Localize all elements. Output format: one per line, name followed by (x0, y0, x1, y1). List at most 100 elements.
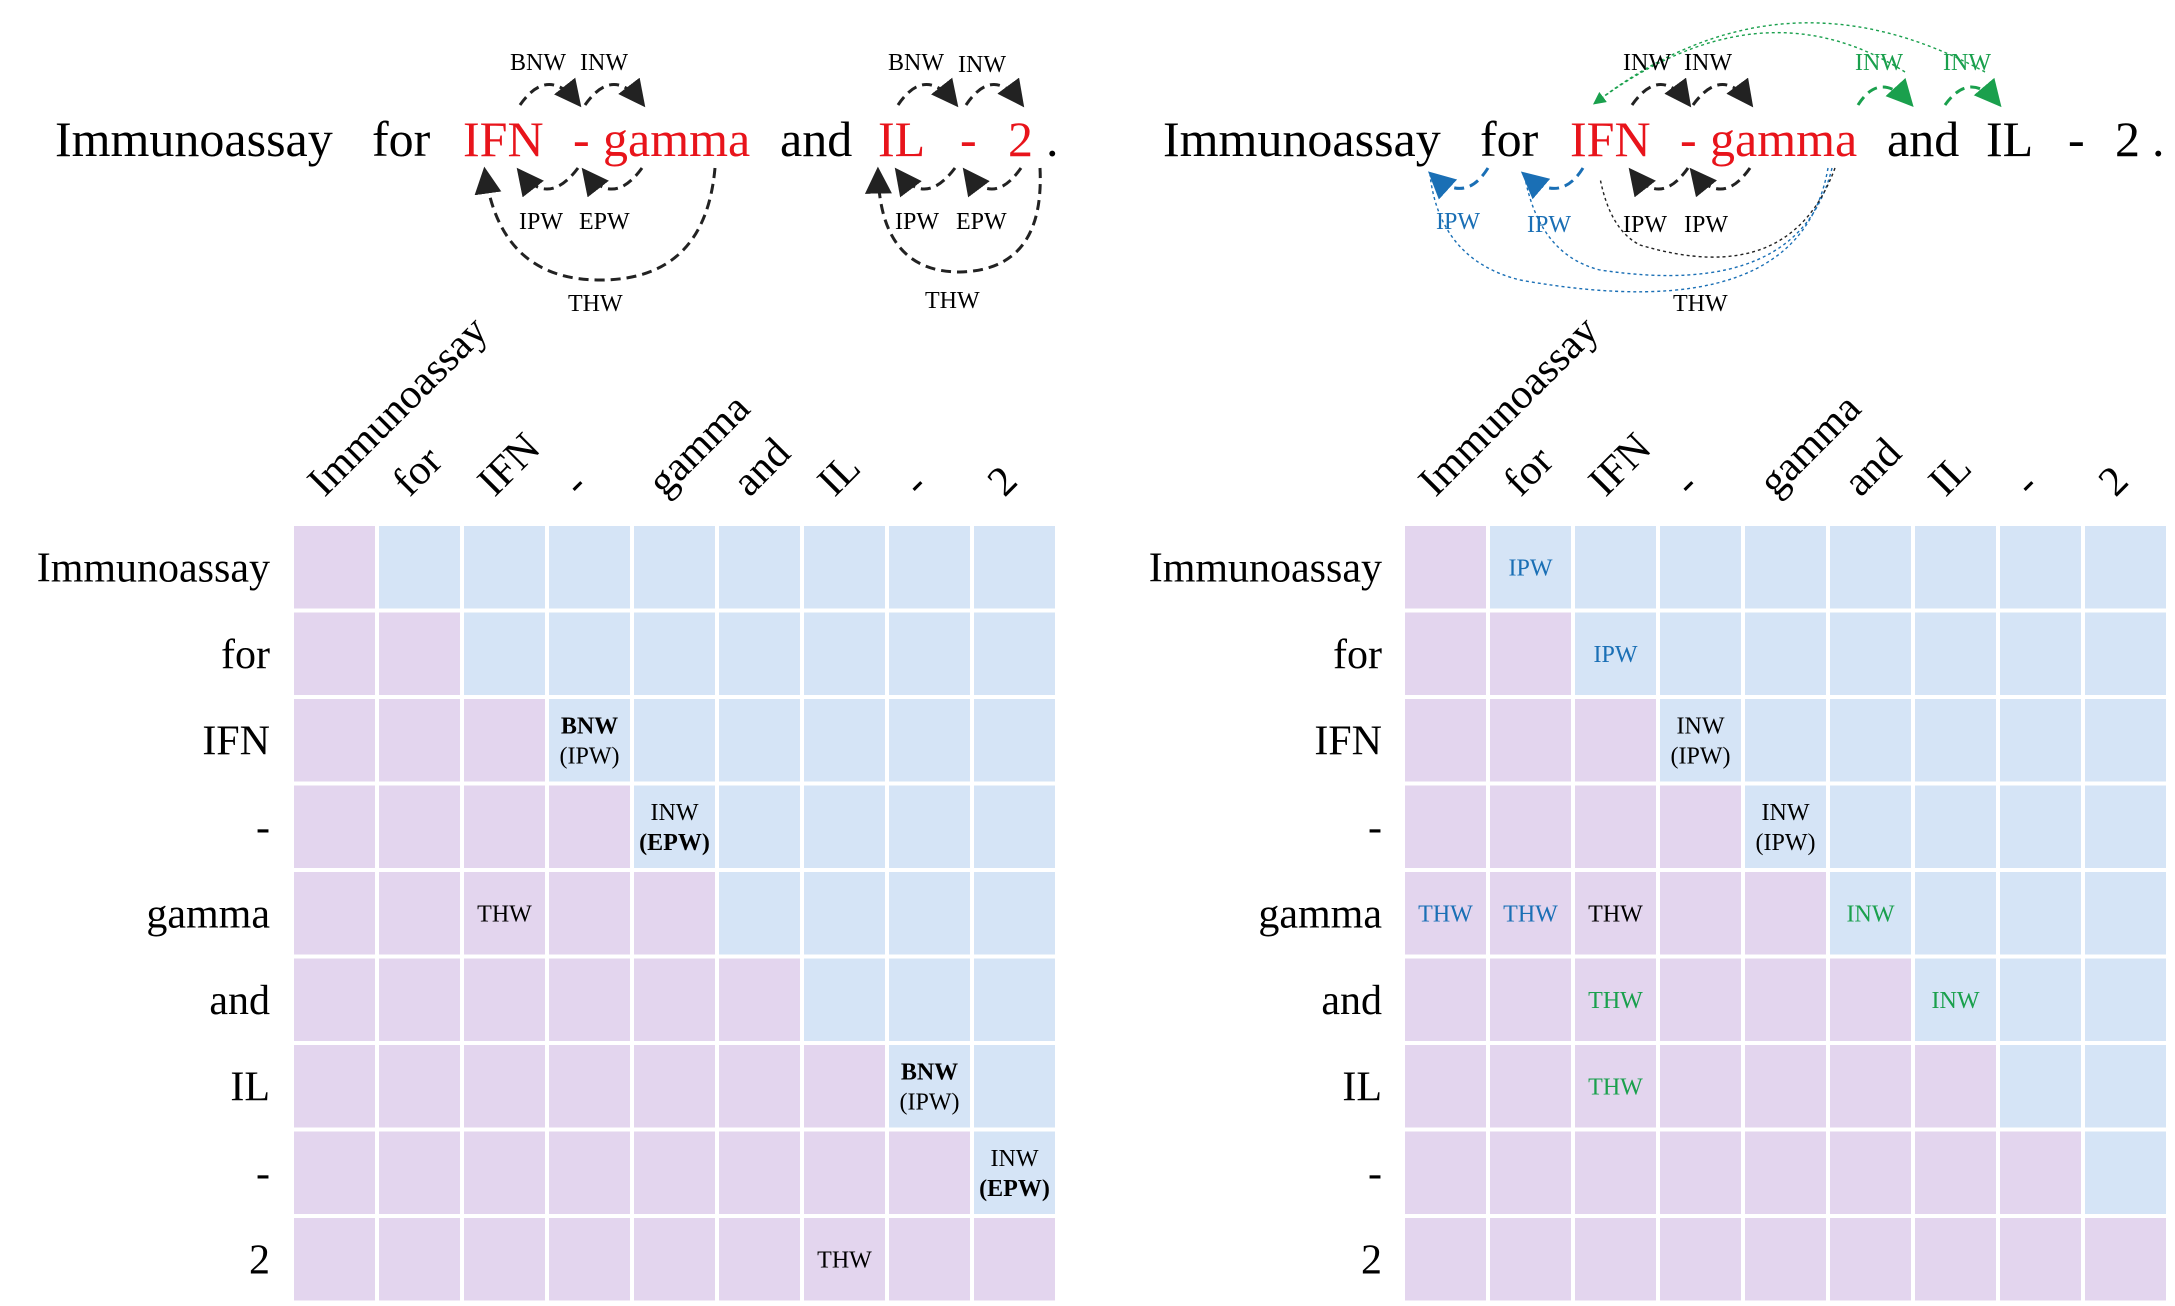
arc-label: EPW (956, 209, 1007, 235)
sentence-token: for (372, 111, 431, 167)
matrix-cell (889, 872, 970, 955)
arc-label: INW (1684, 50, 1732, 76)
matrix-cell (634, 872, 715, 955)
column-header: - (554, 463, 596, 505)
matrix-cell (1405, 1218, 1486, 1301)
matrix-cell (379, 958, 460, 1041)
arc-epw (962, 167, 1023, 198)
matrix-cell (549, 958, 630, 1041)
matrix-cell (1405, 785, 1486, 868)
matrix-cell (1745, 958, 1826, 1041)
matrix-cell (2085, 872, 2166, 955)
sentence-token-entity: 2 (1008, 111, 1033, 167)
arc-label: INW (1855, 50, 1903, 76)
cell-label: INW (1677, 713, 1725, 739)
matrix-cell (889, 1131, 970, 1214)
sentence-token-entity: gamma (603, 111, 750, 167)
arc-inw-inter (1856, 77, 1914, 107)
matrix-cell (889, 958, 970, 1041)
matrix-cell (549, 612, 630, 695)
sentence-right: Immunoassay for IFN - gamma and IL - 2 . (1163, 111, 2165, 167)
matrix-cell (1830, 1045, 1911, 1128)
arc-bnw (518, 77, 582, 108)
cell-label: INW (991, 1146, 1039, 1172)
cell-label: INW (651, 800, 699, 826)
sentence-token: and (780, 111, 852, 167)
grid-right: ImmunoassayforIFN-gammaandIL-2Immunoassa… (1149, 308, 2166, 1301)
sentence-token-entity: IFN (1570, 111, 1651, 167)
matrix-cell (2000, 612, 2081, 695)
arc-ipw (1689, 167, 1752, 198)
row-header: 2 (249, 1237, 270, 1283)
arcs-left-ifn: BNW INW IPW EPW THW (474, 50, 717, 317)
arc-ipw-intra (1520, 167, 1585, 200)
arc-epw (581, 167, 644, 198)
column-header: IFN (1580, 425, 1660, 505)
matrix-cell (1405, 958, 1486, 1041)
sentence-token-entity: - (573, 111, 590, 167)
matrix-cell (379, 1218, 460, 1301)
row-header: and (1321, 978, 1382, 1024)
arc-bnw (896, 77, 959, 108)
matrix-cell (974, 1218, 1055, 1301)
sentence-token: IL (1986, 111, 2033, 167)
row-header: - (256, 805, 270, 851)
cell-label: (EPW) (979, 1176, 1050, 1202)
row-header: IL (230, 1064, 270, 1110)
column-header: for (1495, 438, 1562, 505)
matrix-cell (804, 699, 885, 782)
matrix-cell (549, 1045, 630, 1128)
arc-label: IPW (895, 209, 939, 235)
matrix-cell (464, 612, 545, 695)
matrix-cell (634, 1218, 715, 1301)
arc-long-inter (1594, 22, 1986, 104)
arc-label: IPW (1684, 212, 1728, 238)
matrix-cell (804, 872, 885, 955)
matrix-cell (974, 699, 1055, 782)
sentence-token-entity: gamma (1710, 111, 1857, 167)
matrix-cell (719, 785, 800, 868)
matrix-cell (379, 526, 460, 609)
matrix-cell (889, 1045, 970, 1128)
sentence-token: Immunoassay (55, 111, 333, 167)
matrix-cell (294, 1218, 375, 1301)
matrix-cell (549, 526, 630, 609)
matrix-cell (2000, 1045, 2081, 1128)
matrix-cell (1575, 526, 1656, 609)
row-header: IL (1342, 1064, 1382, 1110)
matrix-cell (1490, 958, 1571, 1041)
matrix-cell (719, 1218, 800, 1301)
panel-right: Immunoassay for IFN - gamma and IL - 2 . (1149, 22, 2166, 1301)
panel-left: Immunoassay for IFN - gamma and IL - 2 .… (37, 50, 1059, 1301)
matrix-cell (1575, 612, 1656, 695)
matrix-cell (1405, 1045, 1486, 1128)
arc-label: INW (1943, 50, 1991, 76)
column-header: IFN (469, 425, 549, 505)
matrix-cell (1490, 699, 1571, 782)
sentence-token-entity: - (1680, 111, 1697, 167)
matrix-cell (1660, 612, 1741, 695)
matrix-cell (2000, 785, 2081, 868)
matrix-cell (464, 1218, 545, 1301)
matrix-cell (889, 526, 970, 609)
cell-label: THW (477, 901, 532, 927)
matrix-cell (1575, 1131, 1656, 1214)
matrix-cell (1660, 1045, 1741, 1128)
arc-label: IPW (519, 209, 563, 235)
cell-label: (IPW) (1756, 830, 1816, 856)
matrix-cell (974, 1045, 1055, 1128)
arc-inw (1630, 77, 1692, 108)
matrix-cell (294, 1131, 375, 1214)
matrix-cell (1405, 872, 1486, 955)
matrix-cell (1745, 785, 1826, 868)
matrix-cell (804, 612, 885, 695)
matrix-cell (1490, 1045, 1571, 1128)
arc-inw (1691, 77, 1754, 108)
cell-label: (IPW) (900, 1089, 960, 1115)
row-header: for (1333, 632, 1382, 678)
matrix-cell (464, 872, 545, 955)
matrix-cell (2085, 958, 2166, 1041)
matrix-cell (1915, 872, 1996, 955)
column-header: for (384, 438, 451, 505)
